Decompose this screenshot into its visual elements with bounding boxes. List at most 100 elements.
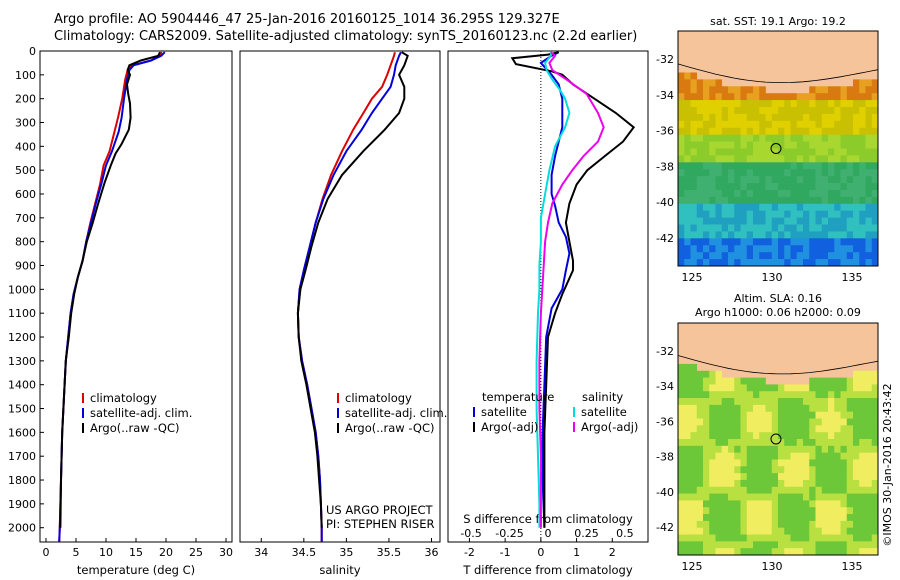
map-cell bbox=[678, 252, 685, 260]
map-cell bbox=[865, 466, 873, 474]
x-tick-label: 34.5 bbox=[292, 546, 317, 559]
map-cell bbox=[690, 224, 698, 232]
s-tick-label: 0.5 bbox=[616, 527, 634, 540]
map-cell bbox=[728, 527, 735, 535]
map-cell bbox=[684, 113, 691, 122]
map-cell bbox=[715, 479, 723, 488]
map-cell bbox=[709, 473, 716, 481]
map-cell bbox=[865, 404, 873, 413]
map-cell bbox=[778, 217, 785, 225]
map-cell bbox=[790, 445, 798, 453]
map-cell bbox=[696, 162, 704, 170]
map-cell bbox=[728, 377, 735, 385]
map-cell bbox=[696, 404, 704, 413]
map-cell bbox=[815, 231, 823, 239]
map-cell bbox=[734, 217, 741, 225]
map-lat-label: -36 bbox=[656, 415, 674, 428]
map-cell bbox=[853, 384, 860, 392]
map-cell bbox=[709, 398, 716, 406]
map-cell bbox=[790, 189, 798, 198]
map-cell bbox=[865, 210, 873, 218]
map-cell bbox=[696, 238, 704, 246]
x-tick-label: 34 bbox=[254, 546, 268, 559]
map-cell bbox=[734, 527, 741, 535]
map-cell bbox=[746, 224, 754, 232]
map-cell bbox=[684, 445, 691, 453]
map-cell bbox=[796, 259, 804, 267]
map-cell bbox=[790, 452, 798, 460]
map-cell bbox=[859, 79, 866, 87]
map-cell bbox=[740, 217, 748, 225]
map-cell bbox=[815, 377, 823, 385]
map-cell bbox=[853, 86, 860, 94]
map-cell bbox=[840, 162, 848, 170]
map-cell bbox=[846, 238, 854, 246]
map-cell bbox=[696, 473, 704, 481]
map-cell bbox=[803, 418, 810, 426]
map-cell bbox=[746, 210, 754, 218]
map-cell bbox=[840, 466, 848, 474]
map-cell bbox=[746, 100, 754, 108]
map-cell bbox=[871, 479, 879, 488]
map-cell bbox=[759, 169, 766, 177]
map-cell bbox=[771, 473, 779, 481]
map-cell bbox=[784, 259, 791, 267]
map-cell bbox=[871, 169, 879, 177]
map-cell bbox=[684, 507, 691, 515]
map-cell bbox=[734, 245, 741, 253]
map-cell bbox=[834, 113, 841, 122]
map-cell bbox=[778, 439, 785, 447]
map-cell bbox=[696, 432, 704, 440]
map-cell bbox=[796, 452, 804, 460]
y-tick-label: 200 bbox=[15, 93, 36, 106]
map-cell bbox=[846, 520, 854, 529]
map-cell bbox=[865, 411, 873, 419]
map-cell bbox=[721, 252, 729, 260]
map-cell bbox=[809, 473, 816, 481]
map-cell bbox=[778, 245, 785, 253]
map-cell bbox=[859, 439, 866, 447]
map-cell bbox=[765, 93, 773, 101]
map-cell bbox=[690, 203, 698, 212]
y-tick-label: 1000 bbox=[8, 283, 36, 296]
map-1: 125 130 135-32-34-36-38-40-42 bbox=[656, 322, 879, 573]
map-cell bbox=[784, 404, 791, 413]
map-cell bbox=[778, 459, 785, 467]
map-lat-label: -32 bbox=[656, 345, 674, 358]
map-cell bbox=[828, 155, 835, 163]
map-cell bbox=[740, 432, 748, 440]
map-cell bbox=[759, 452, 766, 460]
map-cell bbox=[809, 217, 816, 225]
map-cell bbox=[684, 231, 691, 239]
map-cell bbox=[684, 514, 691, 522]
map-cell bbox=[690, 391, 698, 399]
map-cell bbox=[759, 548, 766, 556]
map-cell bbox=[796, 224, 804, 232]
map-cell bbox=[871, 183, 879, 191]
map-cell bbox=[728, 217, 735, 225]
map-cell bbox=[715, 507, 723, 515]
map-cell bbox=[715, 377, 723, 385]
map-cell bbox=[828, 176, 835, 184]
map-cell bbox=[740, 86, 748, 94]
map-cell bbox=[703, 411, 710, 419]
map-cell bbox=[703, 196, 710, 205]
map-lon-label: 125 bbox=[682, 560, 703, 573]
map-cell bbox=[746, 391, 754, 399]
map-cell bbox=[859, 527, 866, 535]
map-cell bbox=[865, 527, 873, 535]
map-cell bbox=[790, 141, 798, 149]
map-cell bbox=[865, 107, 873, 115]
map-cell bbox=[865, 486, 873, 494]
map-cell bbox=[821, 238, 829, 246]
map-cell bbox=[759, 527, 766, 535]
map-cell bbox=[753, 445, 760, 453]
map-cell bbox=[709, 466, 716, 474]
map-cell bbox=[715, 141, 723, 149]
map-cell bbox=[690, 127, 698, 135]
map-cell bbox=[834, 162, 841, 170]
map-cell bbox=[840, 155, 848, 163]
map-cell bbox=[859, 548, 866, 556]
map-cell bbox=[809, 189, 816, 198]
map-cell bbox=[871, 432, 879, 440]
